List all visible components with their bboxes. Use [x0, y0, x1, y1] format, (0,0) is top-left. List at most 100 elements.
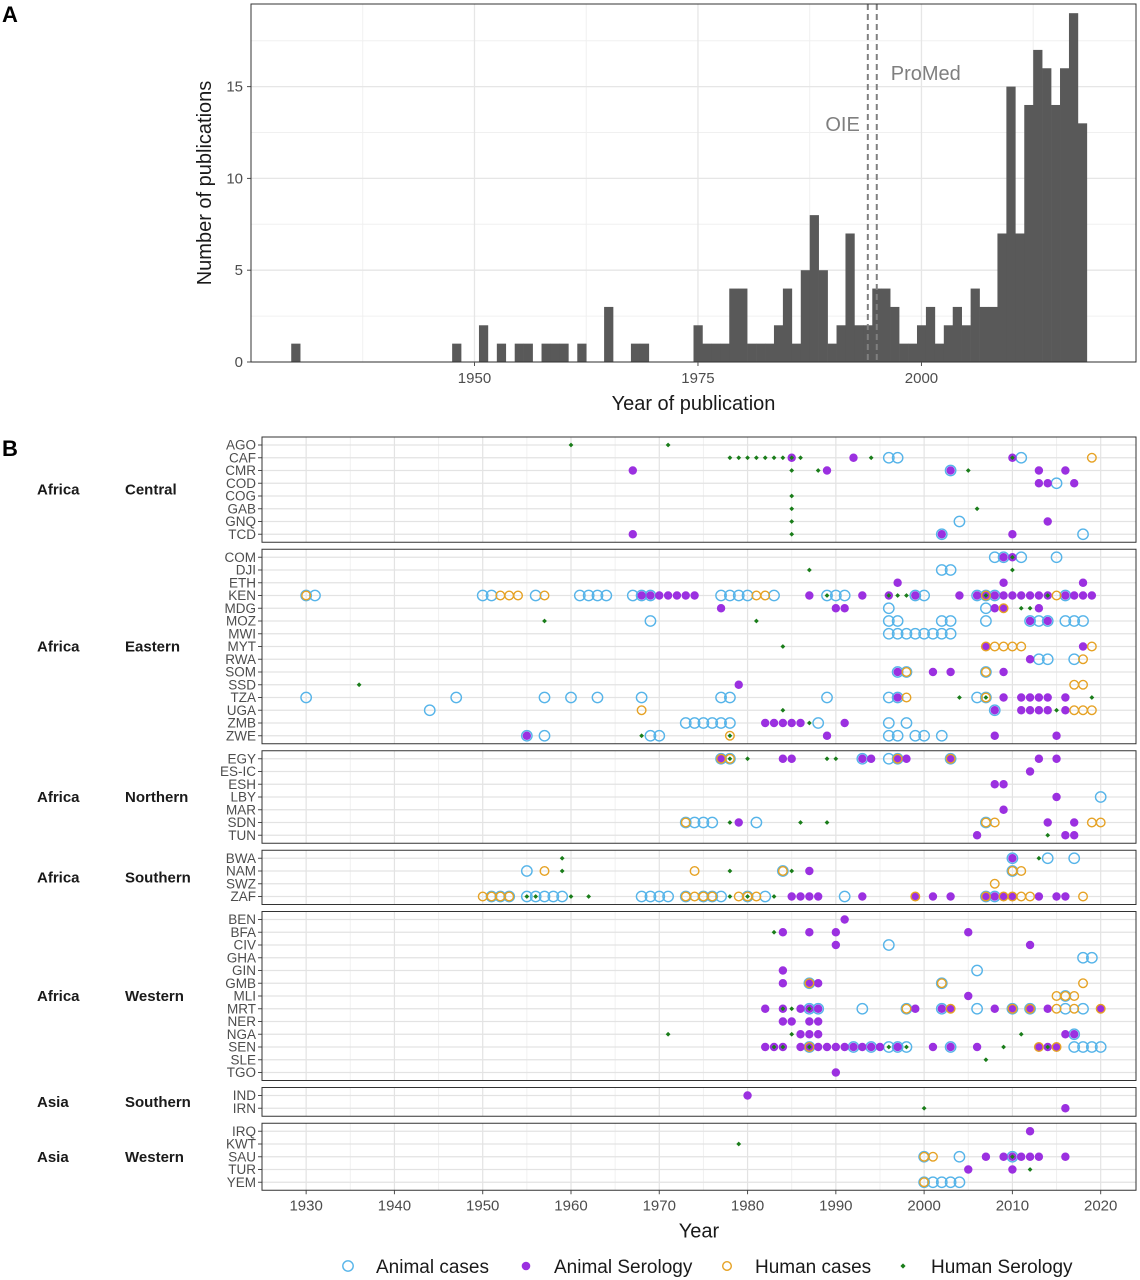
human-case-point: [892, 753, 903, 764]
animal-serology-point: [893, 578, 902, 587]
animal-case-point: [953, 1176, 966, 1189]
human-serology-point: [895, 593, 901, 598]
country-label: SLE: [230, 1052, 256, 1067]
animal-serology-point: [681, 591, 690, 600]
x-tick-label: 1960: [554, 1197, 587, 1214]
human-case-point: [1025, 891, 1036, 902]
human-serology-point: [1045, 1044, 1051, 1050]
animal-serology-point: [637, 591, 646, 600]
animal-case-point: [715, 691, 727, 704]
animal-serology-point: [1034, 754, 1044, 763]
animal-serology-point: [1034, 892, 1044, 901]
human-serology-point: [727, 756, 733, 762]
animal-case-point: [909, 627, 922, 640]
country-label: MRT: [227, 1001, 256, 1016]
animal-serology-point: [937, 530, 946, 539]
human-serology-point: [639, 733, 645, 739]
bar: [970, 288, 980, 362]
human-case-point: [804, 978, 815, 989]
animal-serology-point: [1043, 818, 1052, 827]
animal-case-point: [935, 1176, 948, 1189]
animal-case-point: [821, 691, 833, 704]
country-label: UGA: [227, 703, 256, 718]
bar: [514, 343, 524, 362]
human-case-point: [751, 891, 762, 902]
human-case-point: [901, 692, 912, 703]
human-serology-point: [727, 894, 733, 899]
facet-border: [261, 849, 1137, 905]
bar: [639, 343, 650, 362]
country-label: DJI: [236, 563, 256, 578]
animal-serology-point: [928, 667, 938, 677]
animal-serology-point: [778, 928, 788, 937]
animal-serology-point: [761, 1042, 770, 1052]
facet-region-label: Southern: [125, 1094, 191, 1111]
animal-serology-point: [1043, 693, 1052, 702]
animal-serology-point: [1043, 706, 1052, 715]
human-case-point: [989, 817, 1000, 828]
human-serology-point: [771, 894, 777, 899]
animal-case-point: [1077, 951, 1089, 964]
animal-case-point: [909, 729, 922, 742]
animal-case-point: [476, 589, 489, 602]
human-case-point: [539, 866, 550, 877]
animal-case-point: [450, 691, 463, 704]
human-serology-point: [815, 468, 821, 473]
bar: [809, 215, 819, 362]
animal-case-point: [1094, 1041, 1107, 1053]
animal-serology-point: [813, 1017, 823, 1026]
animal-serology-point: [964, 991, 973, 1001]
human-serology-point: [789, 493, 795, 499]
animal-serology-point: [822, 731, 832, 740]
animal-case-point: [953, 515, 966, 528]
animal-case-point: [1077, 1041, 1089, 1053]
human-case-point: [689, 866, 700, 877]
legend-item: Human Serology: [900, 1257, 1073, 1278]
human-case-point: [945, 753, 956, 764]
animal-serology-point: [1034, 591, 1044, 600]
x-tick-label: 1970: [643, 1197, 676, 1214]
facet-region-label: Southern: [125, 869, 191, 886]
animal-serology-point: [999, 780, 1008, 789]
animal-serology-point: [1025, 655, 1035, 664]
animal-case-point: [918, 1176, 931, 1189]
animal-case-point: [423, 704, 436, 717]
animal-serology-point: [1061, 706, 1070, 715]
bar: [863, 325, 873, 362]
animal-serology-point: [1017, 693, 1026, 702]
human-serology-point: [1010, 455, 1015, 461]
animal-case-point: [750, 816, 763, 829]
human-serology-point: [771, 1044, 777, 1050]
animal-serology-point: [1052, 892, 1061, 901]
bar: [1015, 233, 1025, 362]
human-case-point: [989, 878, 1000, 889]
animal-case-point: [582, 589, 595, 602]
human-case-point: [1007, 1003, 1018, 1014]
country-label: TCD: [228, 527, 256, 542]
human-serology-point: [780, 1044, 786, 1050]
animal-case-point: [891, 627, 904, 640]
y-axis-title: Number of publications: [194, 81, 216, 286]
bar: [952, 306, 962, 362]
animal-serology-point: [1061, 591, 1070, 600]
human-serology-point: [921, 1105, 927, 1111]
animal-serology-point: [743, 1091, 752, 1100]
human-serology-point: [904, 593, 909, 598]
human-serology-point: [727, 820, 733, 825]
animal-serology-point: [858, 892, 867, 901]
human-serology-point: [833, 756, 839, 762]
animal-serology-point: [787, 892, 796, 901]
human-serology-point: [904, 1044, 909, 1050]
animal-serology-point: [999, 892, 1008, 901]
legend-item: Animal Serology: [521, 1257, 693, 1278]
bar: [550, 343, 560, 362]
human-serology-point: [957, 695, 962, 700]
x-tick-label: 1950: [466, 1197, 499, 1214]
x-tick-label: 2000: [907, 1197, 940, 1214]
animal-serology-point: [858, 591, 867, 600]
human-serology-point: [1027, 1167, 1033, 1172]
animal-serology-point: [999, 693, 1008, 702]
animal-serology-point: [1052, 1042, 1061, 1052]
country-label: MAR: [226, 802, 256, 817]
